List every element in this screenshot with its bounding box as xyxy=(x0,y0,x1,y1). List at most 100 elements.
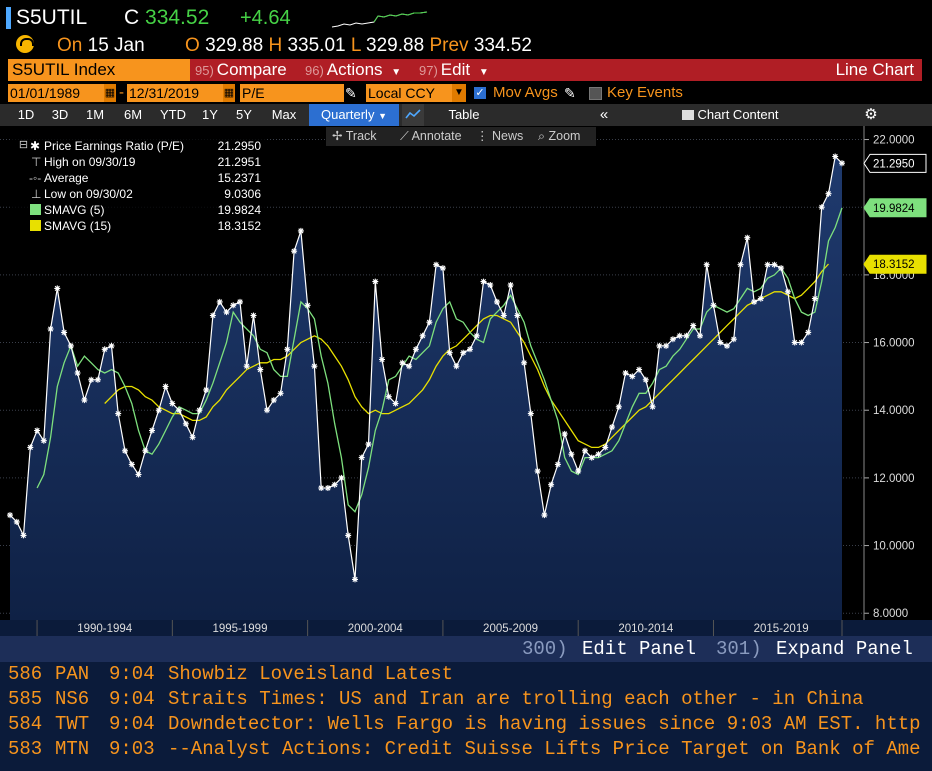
line-chart-icon[interactable] xyxy=(402,104,424,126)
pe-point[interactable] xyxy=(690,322,697,329)
pe-point[interactable] xyxy=(13,518,20,525)
sma15-line[interactable] xyxy=(104,263,829,449)
pe-point[interactable] xyxy=(656,342,663,349)
pe-point[interactable] xyxy=(74,370,81,376)
pe-point[interactable] xyxy=(724,342,730,349)
edit-panel-button[interactable]: Edit Panel xyxy=(582,638,697,660)
pe-point[interactable] xyxy=(636,366,643,373)
period-button[interactable]: 6M xyxy=(114,104,152,126)
pe-point[interactable] xyxy=(710,302,717,309)
pe-point[interactable] xyxy=(561,430,568,437)
pe-point[interactable] xyxy=(629,373,636,380)
start-date-field[interactable]: 01/01/1989 xyxy=(8,84,106,102)
expand-panel-button[interactable]: Expand Panel xyxy=(776,638,913,660)
pe-point[interactable] xyxy=(128,461,135,468)
zoom-tool[interactable]: ⌕ Zoom xyxy=(538,127,580,146)
end-calendar-icon[interactable]: ▦ xyxy=(223,84,235,102)
pe-point[interactable] xyxy=(7,512,13,519)
pe-point[interactable] xyxy=(209,312,216,319)
field-selector[interactable]: P/E xyxy=(240,84,344,102)
period-button[interactable]: YTD xyxy=(154,104,192,126)
pe-point[interactable] xyxy=(480,278,487,285)
pe-point[interactable] xyxy=(40,437,47,444)
pe-point[interactable] xyxy=(554,461,561,468)
pe-point[interactable] xyxy=(264,407,270,414)
pe-point[interactable] xyxy=(237,298,243,305)
pe-point[interactable] xyxy=(108,342,115,349)
collapse-icon[interactable]: « xyxy=(599,106,609,123)
pe-point[interactable] xyxy=(595,451,602,458)
pe-point[interactable] xyxy=(47,326,54,332)
pe-point[interactable] xyxy=(412,346,419,353)
pe-point[interactable] xyxy=(737,261,744,268)
pe-point[interactable] xyxy=(527,410,534,417)
pe-point[interactable] xyxy=(284,346,291,353)
pe-point[interactable] xyxy=(372,278,379,285)
pe-point[interactable] xyxy=(216,298,223,305)
pe-point[interactable] xyxy=(697,332,703,339)
mov-avgs-checkbox[interactable]: ✓ xyxy=(474,87,486,99)
end-date-field[interactable]: 12/31/2019 xyxy=(127,84,225,102)
pe-point[interactable] xyxy=(311,363,318,370)
legend-row[interactable]: ⊥ Low on 09/30/02 9.0306 xyxy=(12,186,267,202)
pe-point[interactable] xyxy=(250,312,257,319)
security-field[interactable]: S5UTIL Index xyxy=(8,59,190,81)
pe-point[interactable] xyxy=(297,227,304,234)
pe-point[interactable] xyxy=(811,295,818,302)
table-button[interactable]: Table xyxy=(432,104,496,126)
pe-point[interactable] xyxy=(609,424,615,431)
chart-type-label[interactable]: Line Chart xyxy=(502,59,922,81)
sma5-line[interactable] xyxy=(36,207,843,513)
pe-point[interactable] xyxy=(67,342,74,349)
pe-point[interactable] xyxy=(757,295,764,302)
pe-point[interactable] xyxy=(764,261,771,268)
pe-point[interactable] xyxy=(34,427,41,434)
pe-point[interactable] xyxy=(514,312,521,319)
pe-point[interactable] xyxy=(791,339,798,346)
pe-point[interactable] xyxy=(588,454,595,461)
pe-point[interactable] xyxy=(683,332,690,339)
pe-point[interactable] xyxy=(115,410,122,417)
pe-point[interactable] xyxy=(379,356,385,363)
legend-row[interactable]: SMAVG (15) 18.3152 xyxy=(12,218,267,234)
pe-point[interactable] xyxy=(744,234,751,241)
pe-point[interactable] xyxy=(818,204,825,211)
pe-point[interactable] xyxy=(439,265,446,272)
pe-point[interactable] xyxy=(243,363,250,370)
legend-row[interactable]: ⊟ ✱ Price Earnings Ratio (P/E) 21.2950 xyxy=(12,138,267,154)
currency-selector[interactable]: Local CCY xyxy=(366,84,454,102)
period-button[interactable]: 1M xyxy=(78,104,112,126)
pe-point[interactable] xyxy=(149,427,155,434)
actions-button[interactable]: 96) Actions ▼ xyxy=(300,59,415,81)
gauge-icon[interactable] xyxy=(16,35,34,53)
pe-line[interactable] xyxy=(9,155,843,580)
pe-point[interactable] xyxy=(541,512,548,519)
pe-point[interactable] xyxy=(176,407,183,414)
pe-point[interactable] xyxy=(717,339,724,346)
pe-point[interactable] xyxy=(81,397,88,404)
pe-point[interactable] xyxy=(122,447,128,454)
period-button[interactable]: Max xyxy=(262,104,306,126)
pe-point[interactable] xyxy=(270,397,277,404)
pe-point[interactable] xyxy=(352,576,358,583)
pe-point[interactable] xyxy=(784,288,791,295)
pe-point[interactable] xyxy=(257,366,264,373)
pe-point[interactable] xyxy=(602,444,609,451)
pe-point[interactable] xyxy=(446,349,453,356)
pe-point[interactable] xyxy=(730,336,737,343)
pe-point[interactable] xyxy=(358,454,365,461)
pencil-icon[interactable]: ✎ xyxy=(345,85,357,101)
chart-content-button[interactable]: Chart Content xyxy=(660,104,800,126)
pe-point[interactable] xyxy=(385,393,392,400)
pe-point[interactable] xyxy=(507,282,514,288)
pe-point[interactable] xyxy=(582,447,588,454)
pe-point[interactable] xyxy=(189,434,196,441)
pe-point[interactable] xyxy=(825,190,832,197)
pe-point[interactable] xyxy=(277,390,284,397)
pe-point[interactable] xyxy=(169,400,176,407)
pe-point[interactable] xyxy=(839,160,845,167)
period-button[interactable]: 1Y xyxy=(194,104,226,126)
pe-point[interactable] xyxy=(460,349,467,356)
pe-point[interactable] xyxy=(778,265,785,272)
pe-point[interactable] xyxy=(575,468,582,475)
